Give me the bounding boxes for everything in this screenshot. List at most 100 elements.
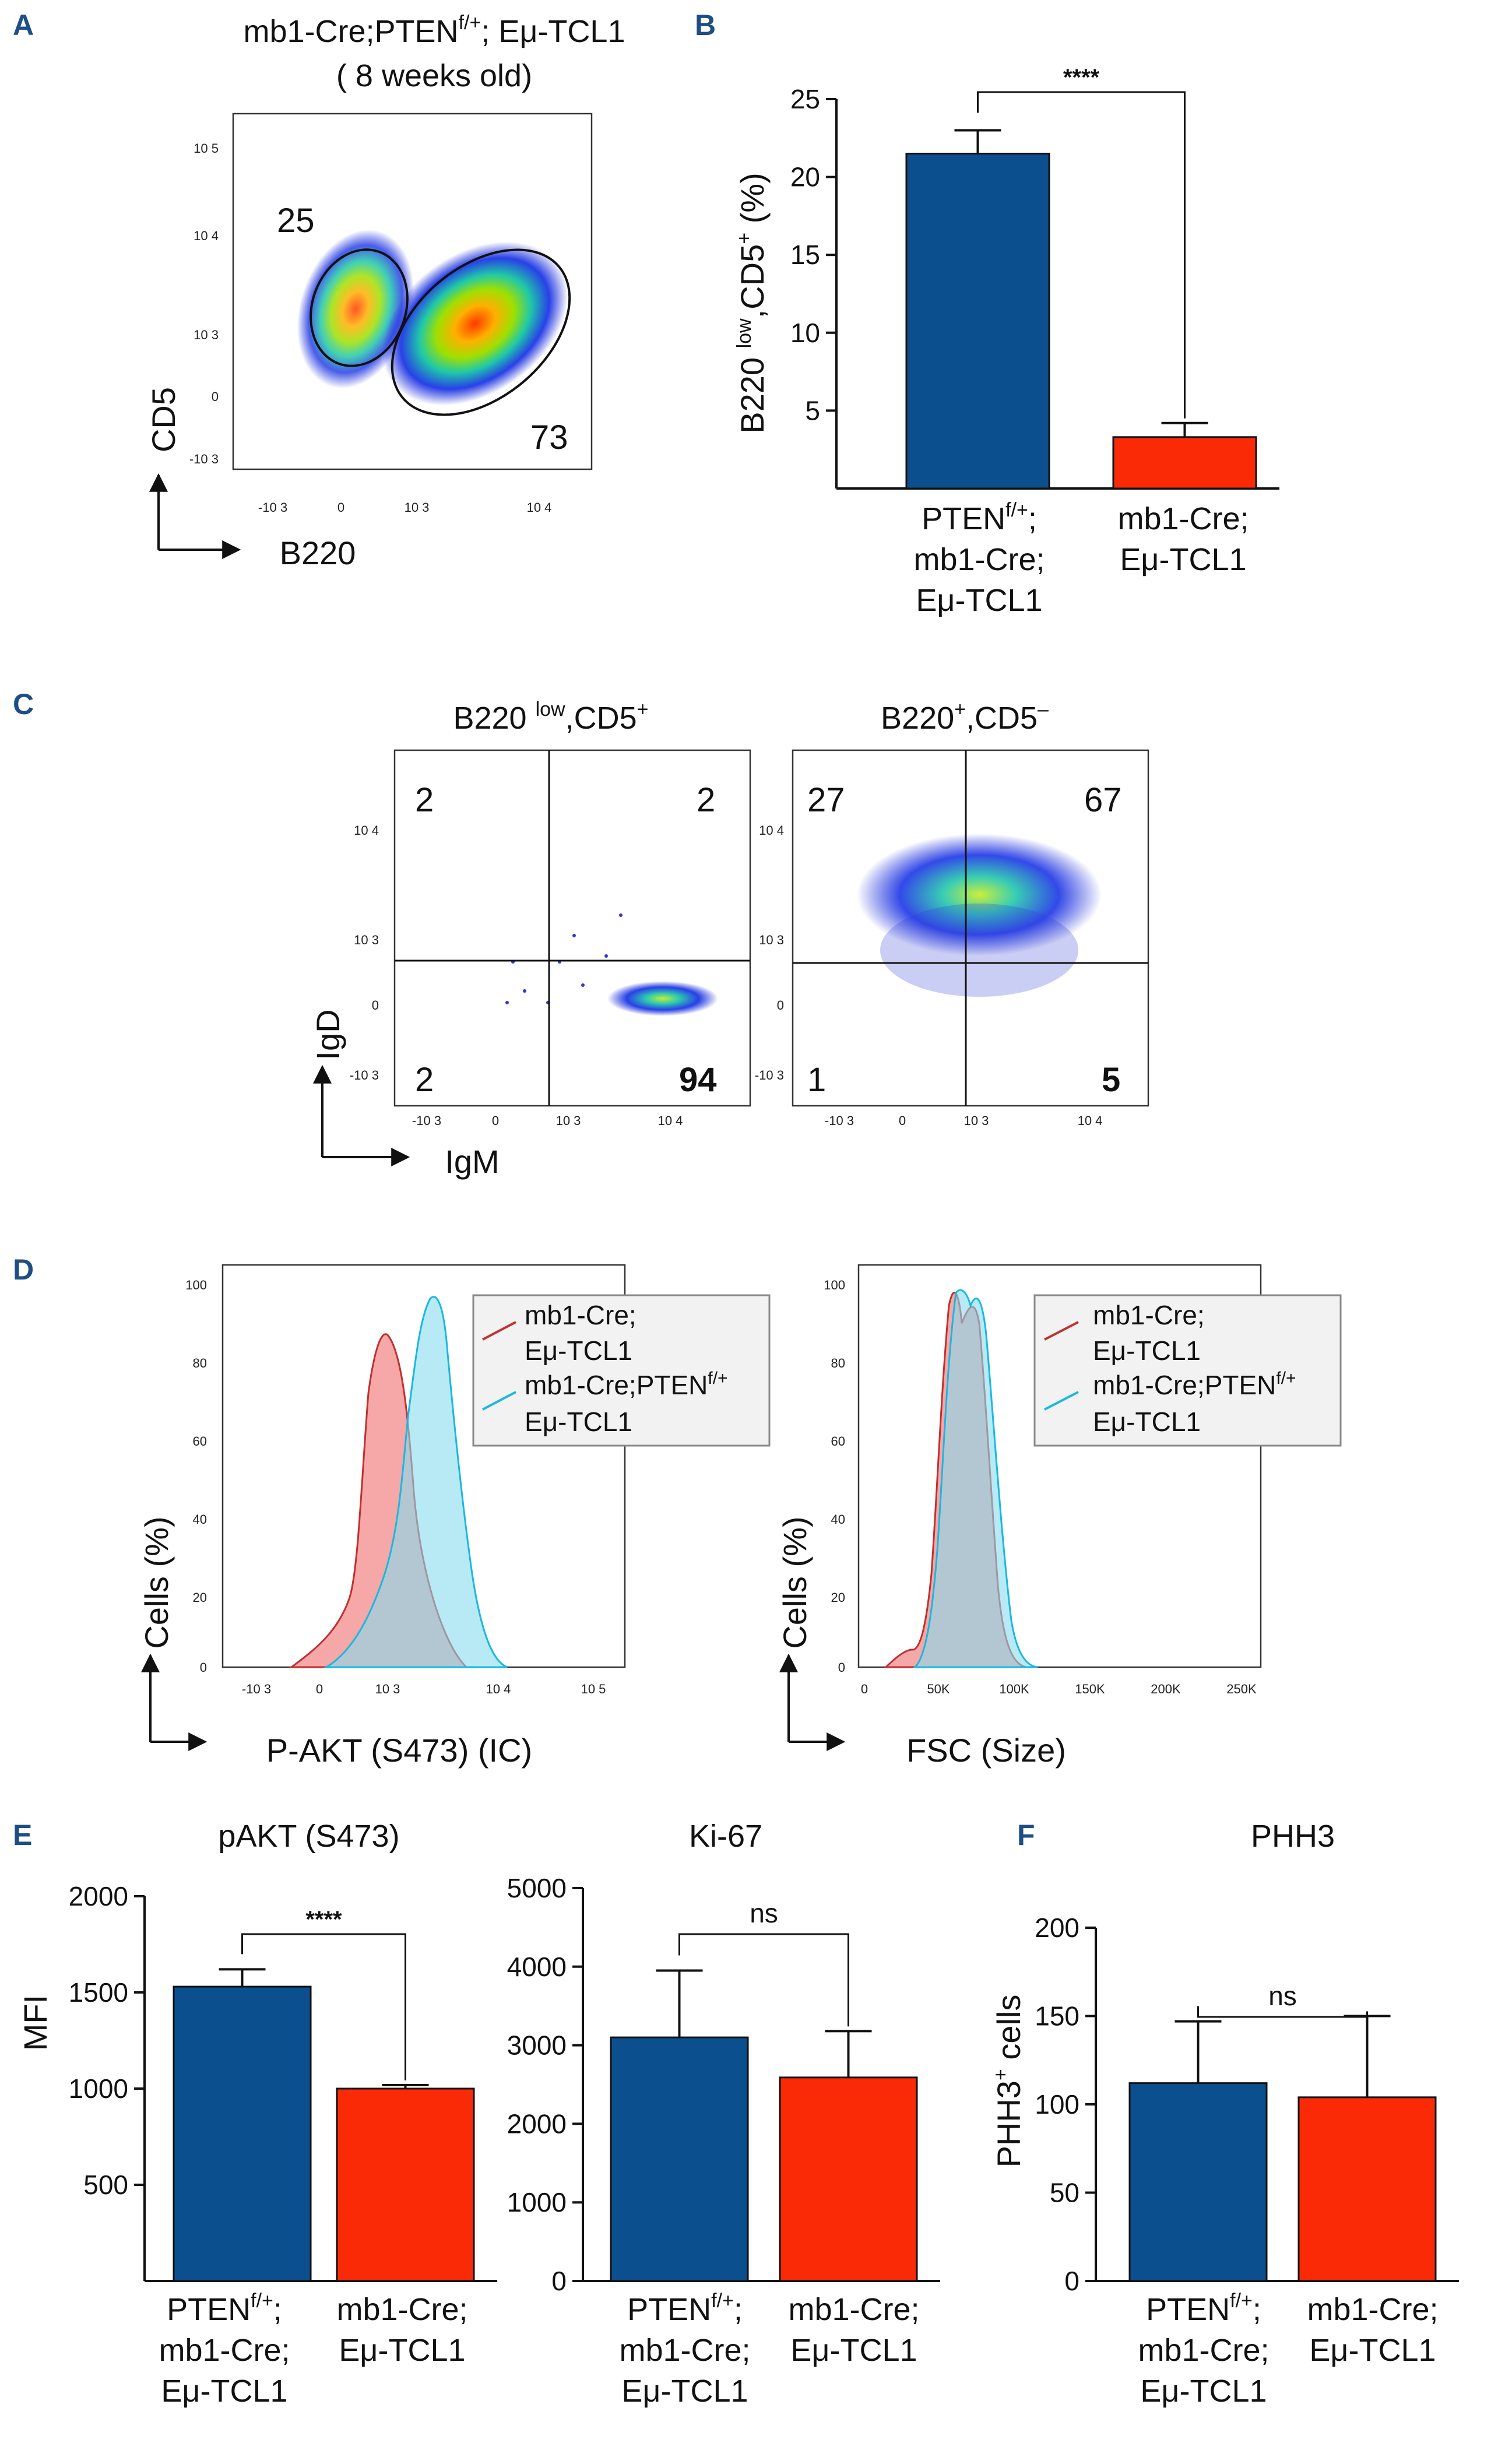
y-tick-label: 20 xyxy=(790,162,820,192)
panel-f-title: PHH3 xyxy=(1251,1819,1335,1854)
legend-entry-1-line2: Eμ-TCL1 xyxy=(1093,1335,1201,1366)
panel-d-right-ytick: 20 xyxy=(831,1590,845,1605)
panel-c-left-ytick: 0 xyxy=(372,998,379,1013)
panel-a-gate-left-pct: 25 xyxy=(277,202,315,240)
panel-a-gate-right-pct: 73 xyxy=(530,419,568,456)
panel-b-cat-2-line2: Eμ-TCL1 xyxy=(1120,542,1246,577)
panel-d-right-xtick: 50K xyxy=(927,1682,950,1696)
y-tick-label: 2000 xyxy=(507,2108,567,2139)
panel-c-left-ytick: 10 3 xyxy=(354,933,379,947)
panel-c-right-q-ul: 27 xyxy=(807,781,845,819)
panel-c-right-q-ll: 1 xyxy=(807,1061,826,1099)
panel-a-gate-left xyxy=(310,248,409,367)
panel-d-right-xlabel: FSC (Size) xyxy=(906,1732,1066,1769)
panel-c-right-xtick: 0 xyxy=(899,1113,906,1128)
y-tick-label: 3000 xyxy=(507,2030,567,2061)
legend-cyan-swatch xyxy=(482,1391,516,1411)
panel-a-gate-right xyxy=(391,248,571,416)
panel-d-right-ytick: 100 xyxy=(824,1278,845,1292)
panel-a-title-line2: ( 8 weeks old) xyxy=(336,58,532,93)
bar xyxy=(173,1985,312,2282)
panel-e-left-ylabel: MFI xyxy=(17,1995,54,2051)
panel-f-ylabel: PHH3+ cells xyxy=(990,1995,1027,2168)
panel-a-xtick: -10 3 xyxy=(258,500,287,515)
panel-d-right-xtick: 150K xyxy=(1075,1682,1105,1696)
panel-a-ytick: 0 xyxy=(212,389,219,404)
y-tick-label: 0 xyxy=(1064,2266,1079,2296)
y-tick-label: 50 xyxy=(1050,2178,1079,2208)
panel-letter-d: D xyxy=(13,1253,34,1286)
significance-label: ns xyxy=(750,1898,778,1928)
legend-cyan-swatch xyxy=(1044,1391,1079,1411)
panel-d-right-ylabel: Cells (%) xyxy=(776,1516,813,1648)
panel-e-left-cat-1-line3: Eμ-TCL1 xyxy=(161,2374,287,2409)
panel-letter-b: B xyxy=(695,9,716,41)
panel-a-xtick: 10 4 xyxy=(527,500,552,515)
panel-d-right-hist-cyan xyxy=(913,1289,1038,1668)
y-tick-label: 1000 xyxy=(507,2187,567,2217)
bar xyxy=(1128,2082,1268,2282)
panel-d-left-ytick: 40 xyxy=(193,1512,207,1527)
panel-e-right-cat-2-line2: Eμ-TCL1 xyxy=(790,2333,917,2368)
panel-letter-c: C xyxy=(13,688,34,720)
panel-f-cat-1-line2: mb1-Cre; xyxy=(1138,2333,1269,2368)
panel-c-left-density xyxy=(607,981,718,1016)
panel-d-right-xtick: 250K xyxy=(1226,1682,1257,1696)
significance-bracket xyxy=(678,1933,849,2027)
panel-c-left-q-lr: 94 xyxy=(679,1061,717,1099)
panel-d-left-xtick: 10 5 xyxy=(581,1682,606,1696)
panel-c-right-xtick: 10 3 xyxy=(964,1113,989,1128)
legend-red-swatch xyxy=(482,1321,516,1341)
panel-d-left-xtick: 10 3 xyxy=(375,1682,400,1696)
legend-entry-2-line2: Eμ-TCL1 xyxy=(1093,1407,1201,1437)
panel-c-left-q-ur: 2 xyxy=(697,781,715,819)
panel-c-left-xtick: -10 3 xyxy=(412,1113,441,1128)
panel-f-cat-1-line1: PTENf/+; xyxy=(1146,2290,1261,2327)
panel-c-xlabel: IgM xyxy=(445,1143,499,1180)
y-tick-label: 2000 xyxy=(69,1881,128,1911)
panel-c-right-density xyxy=(857,834,1102,956)
panel-c-right-title: B220+,CD5– xyxy=(881,698,1049,736)
panel-d-left-ytick: 0 xyxy=(200,1660,207,1675)
panel-d-right-ytick: 80 xyxy=(831,1356,845,1370)
panel-c-right-q-ur: 67 xyxy=(1084,781,1122,819)
panel-a-ytick: 10 3 xyxy=(194,328,219,342)
panel-c-right-xtick: 10 4 xyxy=(1078,1113,1103,1128)
panel-a: A mb1-Cre;PTENf/+; Eμ-TCL1 ( 8 weeks old… xyxy=(13,9,625,571)
y-tick-label: 10 xyxy=(790,318,820,348)
panel-b-ylabel: B220 low,CD5+ (%) xyxy=(733,173,771,433)
y-tick-label: 25 xyxy=(790,84,820,114)
panel-d-left-ytick: 20 xyxy=(193,1590,207,1605)
y-tick-label: 500 xyxy=(83,2170,128,2200)
panel-d-left-xlabel: P-AKT (S473) (IC) xyxy=(266,1732,532,1769)
y-tick-label: 15 xyxy=(790,240,820,270)
panel-a-ylabel: CD5 xyxy=(145,387,182,452)
panel-c-left-ytick: -10 3 xyxy=(350,1068,379,1082)
panel-c-left-ytick: 10 4 xyxy=(354,823,379,838)
legend-entry-1-line1: mb1-Cre; xyxy=(525,1300,637,1330)
panel-a-plot-frame xyxy=(232,113,593,470)
y-tick-label: 150 xyxy=(1035,2001,1079,2031)
panel-a-xlabel: B220 xyxy=(280,535,356,571)
panel-a-density-right xyxy=(382,241,568,406)
panel-d-right-xtick: 0 xyxy=(861,1682,868,1696)
panel-c-left-xtick: 10 4 xyxy=(658,1113,683,1128)
panel-d-right-frame xyxy=(857,1264,1262,1668)
panel-d-left-ylabel: Cells (%) xyxy=(138,1516,175,1648)
legend-red-swatch xyxy=(1044,1321,1079,1341)
panel-b-chart: 5 10 15 20 25 **** xyxy=(790,65,1279,490)
panel-e-right-cat-2-line1: mb1-Cre; xyxy=(788,2292,919,2327)
bar xyxy=(779,2076,918,2282)
panel-d-right-ytick: 40 xyxy=(831,1512,845,1527)
significance-label: **** xyxy=(1063,65,1100,90)
panel-e-right-cat-1-line3: Eμ-TCL1 xyxy=(621,2374,748,2409)
panel-a-title-line1: mb1-Cre;PTENf/+; Eμ-TCL1 xyxy=(244,12,625,49)
significance-bracket xyxy=(1197,2006,1368,2018)
panel-d-left-ytick: 80 xyxy=(193,1356,207,1370)
panel-a-xtick: 10 3 xyxy=(405,500,430,515)
panel-d-right-xtick: 200K xyxy=(1151,1682,1181,1696)
panel-d-left-xtick: 0 xyxy=(316,1682,323,1696)
panel-c-right-frame xyxy=(792,749,1149,1107)
panel-c-right-ytick: -10 3 xyxy=(755,1068,784,1082)
panel-a-ytick: 10 4 xyxy=(194,229,219,243)
